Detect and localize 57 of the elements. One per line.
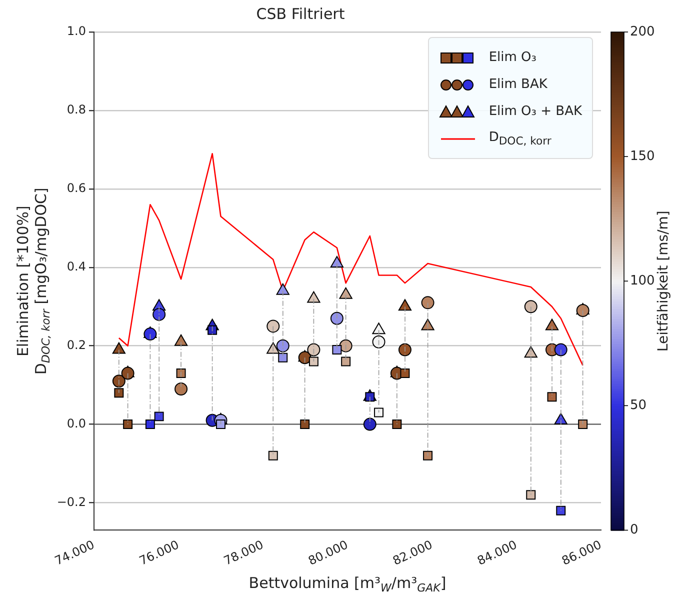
point	[174, 334, 188, 346]
point	[556, 506, 566, 516]
chart-title: CSB Filtriert	[256, 4, 345, 23]
point	[145, 420, 155, 430]
color-bar-label: 100	[630, 273, 655, 288]
point	[398, 299, 412, 311]
point	[524, 300, 538, 314]
point	[421, 318, 434, 330]
legend-label: D$_{DOC, korr}$	[488, 130, 552, 148]
point	[524, 346, 538, 358]
point	[144, 328, 157, 341]
y-tick-label: 0.4	[66, 259, 86, 274]
color-bar-label: 50	[630, 398, 647, 414]
point	[423, 450, 433, 460]
point	[372, 322, 386, 334]
color-bar-label: 200	[630, 24, 655, 40]
point	[392, 420, 402, 430]
color-bar-label: 150	[630, 148, 655, 164]
point	[216, 420, 226, 430]
point	[112, 374, 126, 388]
point	[421, 296, 434, 310]
point	[152, 308, 166, 321]
point	[526, 490, 536, 500]
point	[123, 420, 133, 430]
point	[576, 304, 590, 318]
point	[372, 335, 386, 348]
point	[330, 256, 344, 268]
legend-label: Elim O₃ + BAK	[488, 104, 582, 119]
point	[545, 318, 559, 330]
legend-label: Elim BAK	[488, 77, 548, 92]
y-tick-label: 0.0	[66, 416, 86, 430]
y-tick-label: 0.2	[66, 338, 86, 352]
point	[339, 287, 352, 299]
point	[578, 420, 588, 430]
point	[276, 283, 290, 295]
color-bar-title: Leitfähigkeit [ms/m]	[656, 210, 672, 352]
point	[398, 343, 412, 356]
point	[300, 420, 310, 430]
point	[341, 356, 351, 366]
point	[114, 388, 124, 398]
point	[307, 291, 320, 303]
y-tick-label: 0.6	[66, 181, 86, 196]
point	[339, 339, 352, 352]
point	[266, 342, 280, 354]
point	[176, 368, 186, 378]
point	[174, 382, 188, 396]
point	[374, 408, 384, 418]
point	[121, 366, 134, 380]
color-bar-label: 0	[630, 522, 638, 538]
point	[400, 368, 410, 378]
y-tick-label: −0.2	[56, 494, 86, 509]
y-tick-label: 1.0	[66, 24, 86, 38]
point	[154, 412, 164, 422]
point	[554, 343, 568, 356]
point	[547, 392, 557, 402]
legend-label: Elim O₃	[488, 50, 537, 65]
y-tick-label: 0.8	[66, 102, 86, 117]
